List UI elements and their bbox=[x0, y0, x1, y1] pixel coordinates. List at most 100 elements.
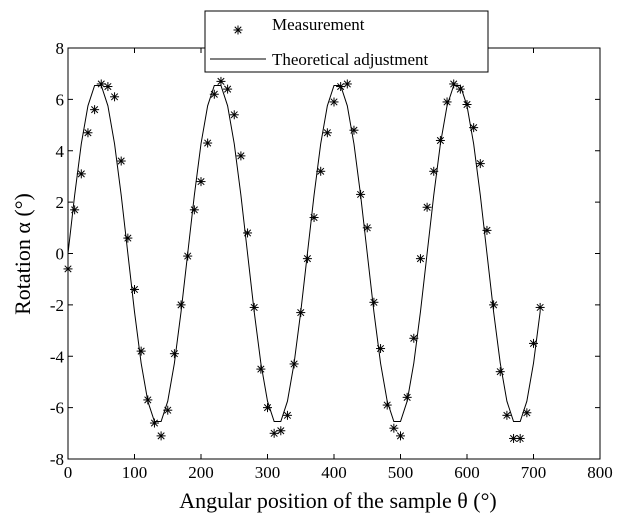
measurement-point bbox=[522, 408, 532, 418]
x-tick-label: 300 bbox=[255, 463, 281, 482]
measurement-point bbox=[495, 367, 505, 377]
measurement-point bbox=[322, 128, 332, 138]
measurement-point bbox=[382, 400, 392, 410]
measurement-point bbox=[163, 405, 173, 415]
measurement-point bbox=[442, 97, 452, 107]
measurement-point bbox=[63, 264, 73, 274]
measurement-point bbox=[316, 166, 326, 176]
y-tick-label: -2 bbox=[50, 296, 64, 315]
legend-asterisk-icon bbox=[233, 25, 243, 35]
measurement-point bbox=[76, 169, 86, 179]
measurement-point bbox=[309, 213, 319, 223]
legend-label-theoretical: Theoretical adjustment bbox=[272, 50, 429, 69]
measurement-point bbox=[502, 410, 512, 420]
measurement-point bbox=[289, 359, 299, 369]
measurement-point bbox=[362, 223, 372, 233]
measurement-point bbox=[156, 431, 166, 441]
measurement-point bbox=[356, 189, 366, 199]
measurement-point bbox=[216, 76, 226, 86]
measurement-point bbox=[243, 228, 253, 238]
measurement-point bbox=[475, 159, 485, 169]
measurement-point bbox=[203, 138, 213, 148]
x-tick-label: 500 bbox=[388, 463, 414, 482]
measurement-point bbox=[469, 123, 479, 133]
measurement-point bbox=[236, 151, 246, 161]
measurement-point bbox=[90, 105, 100, 115]
measurement-point bbox=[336, 82, 346, 92]
x-tick-label: 600 bbox=[454, 463, 480, 482]
measurement-point bbox=[103, 82, 113, 92]
measurement-point bbox=[183, 251, 193, 261]
series-layer bbox=[63, 76, 545, 443]
measurement-point bbox=[189, 205, 199, 215]
measurement-point bbox=[296, 308, 306, 318]
x-tick-label: 100 bbox=[122, 463, 148, 482]
measurement-point bbox=[116, 156, 126, 166]
measurement-point bbox=[136, 346, 146, 356]
measurement-point bbox=[169, 349, 179, 359]
measurement-point bbox=[515, 433, 525, 443]
x-tick-label: 0 bbox=[64, 463, 73, 482]
y-tick-label: 0 bbox=[56, 245, 65, 264]
measurement-point bbox=[389, 423, 399, 433]
measurement-point bbox=[342, 79, 352, 89]
measurement-point bbox=[302, 254, 312, 264]
measurement-point bbox=[376, 344, 386, 354]
y-tick-label: -6 bbox=[50, 399, 64, 418]
measurement-point bbox=[349, 125, 359, 135]
legend-label-measurement: Measurement bbox=[272, 15, 365, 34]
measurement-point bbox=[276, 426, 286, 436]
measurement-point bbox=[196, 177, 206, 187]
y-tick-label: -4 bbox=[50, 347, 65, 366]
measurement-point bbox=[402, 392, 412, 402]
measurement-point bbox=[409, 333, 419, 343]
measurement-point bbox=[96, 79, 106, 89]
measurement-point bbox=[223, 84, 233, 94]
measurement-point bbox=[143, 395, 153, 405]
x-tick-label: 200 bbox=[188, 463, 214, 482]
measurement-point bbox=[83, 128, 93, 138]
measurement-point bbox=[482, 225, 492, 235]
measurement-point bbox=[110, 92, 120, 102]
measurement-point bbox=[529, 338, 538, 348]
measurement-point bbox=[256, 364, 266, 374]
x-axis: 0 100 200 300 400 500 600 700 800 bbox=[64, 48, 613, 482]
series-line-theoretical-adjustment bbox=[67, 85, 541, 422]
x-axis-label: Angular position of the sample θ (°) bbox=[179, 488, 497, 513]
y-tick-label: 2 bbox=[56, 193, 65, 212]
legend-marker-measurement bbox=[233, 25, 243, 35]
legend: Measurement Theoretical adjustment bbox=[204, 10, 489, 73]
x-tick-label: 700 bbox=[521, 463, 547, 482]
y-tick-label: 8 bbox=[56, 39, 65, 58]
measurement-point bbox=[130, 284, 139, 294]
measurement-point bbox=[209, 89, 219, 99]
measurement-point bbox=[176, 300, 186, 310]
measurement-point bbox=[229, 110, 239, 120]
measurement-point bbox=[263, 403, 272, 413]
measurement-point bbox=[123, 233, 133, 243]
measurement-point bbox=[396, 431, 405, 441]
measurement-point bbox=[329, 97, 339, 107]
measurement-point bbox=[422, 202, 432, 212]
y-axis: -8 -6 -4 -2 0 2 4 6 8 bbox=[50, 39, 600, 469]
measurement-point bbox=[435, 135, 445, 145]
measurement-point bbox=[429, 166, 439, 176]
y-tick-label: 6 bbox=[56, 90, 65, 109]
measurement-point bbox=[415, 254, 425, 264]
measurement-point bbox=[282, 410, 292, 420]
x-tick-label: 400 bbox=[321, 463, 347, 482]
legend-box bbox=[204, 10, 489, 73]
measurement-point bbox=[462, 100, 472, 110]
measurement-point bbox=[269, 428, 279, 438]
measurement-point bbox=[149, 418, 159, 428]
y-axis-label: Rotation α (°) bbox=[10, 193, 35, 315]
measurement-point bbox=[489, 300, 499, 310]
measurement-point bbox=[535, 302, 545, 312]
measurement-point bbox=[449, 79, 459, 89]
measurement-point bbox=[455, 84, 465, 94]
measurement-point bbox=[249, 302, 259, 312]
measurement-point bbox=[70, 205, 80, 215]
x-tick-label: 800 bbox=[587, 463, 613, 482]
measurement-point bbox=[369, 297, 379, 307]
